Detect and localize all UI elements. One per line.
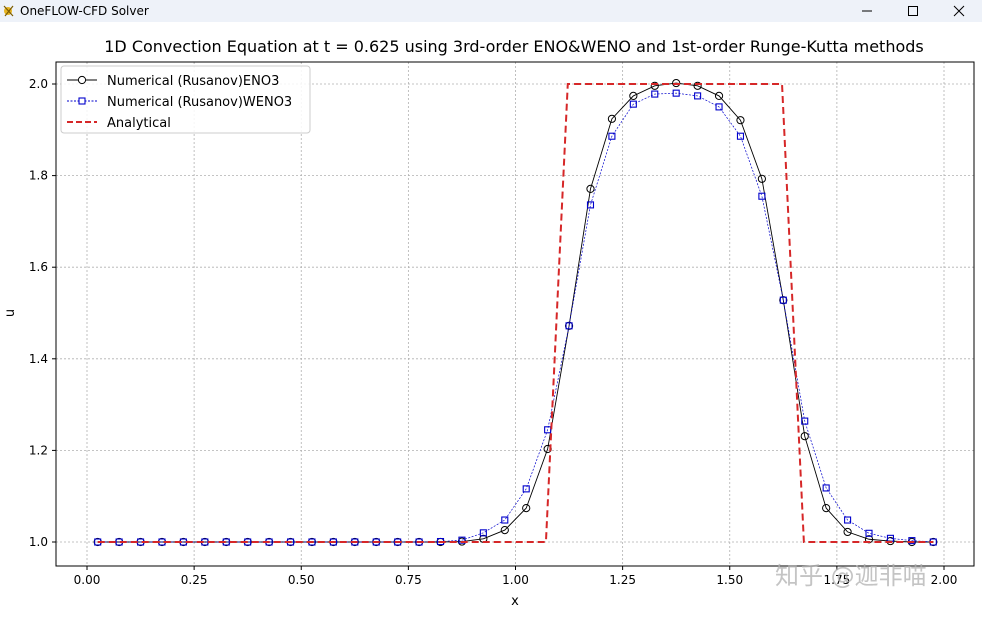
legend-box xyxy=(60,65,311,134)
data-point-square xyxy=(694,92,702,100)
y-tick-label: 2.0 xyxy=(29,77,48,91)
x-tick-label: 1.75 xyxy=(824,573,851,587)
legend-label: Numerical (Rusanov)WENO3 xyxy=(107,95,292,110)
data-point-square xyxy=(479,529,487,537)
data-point-square xyxy=(779,296,787,304)
x-axis-label: x xyxy=(511,594,519,609)
maximize-button[interactable] xyxy=(890,0,936,22)
data-point-circle xyxy=(714,91,724,101)
series-line xyxy=(97,92,934,543)
close-button[interactable] xyxy=(936,0,982,22)
legend-label: Numerical (Rusanov)ENO3 xyxy=(107,74,279,89)
series-weno3 xyxy=(94,89,937,546)
x-tick-label: 0.50 xyxy=(288,573,315,587)
data-series xyxy=(93,78,938,547)
y-axis-label: u xyxy=(3,309,18,317)
data-point-square xyxy=(544,426,552,434)
data-point-square xyxy=(736,132,745,140)
y-tick-label: 1.6 xyxy=(29,260,48,274)
data-point-square xyxy=(715,103,723,111)
window-title: OneFLOW-CFD Solver xyxy=(20,4,149,18)
data-point-circle xyxy=(629,91,638,101)
figure-canvas: 1D Convection Equation at t = 0.625 usin… xyxy=(0,22,982,615)
data-point-circle xyxy=(779,296,788,305)
y-tick-label: 1.0 xyxy=(29,535,48,549)
data-point-circle xyxy=(693,81,702,90)
data-point-circle xyxy=(586,184,595,193)
legend: Numerical (Rusanov)ENO3 Numerical (Rusano… xyxy=(60,65,311,134)
x-tick-label: 1.50 xyxy=(716,573,743,587)
legend-label: Analytical xyxy=(107,116,171,131)
data-point-square xyxy=(629,100,637,108)
data-point-square xyxy=(458,536,466,544)
x-tick-label: 0.25 xyxy=(181,573,208,587)
legend-marker-circle xyxy=(77,75,87,85)
data-point-square xyxy=(844,516,852,524)
data-point-square xyxy=(586,201,595,209)
data-point-square xyxy=(522,485,530,493)
x-tick-label: 1.00 xyxy=(502,573,529,587)
data-point-circle xyxy=(736,116,745,125)
plot-frame xyxy=(55,61,975,567)
data-point-square xyxy=(565,322,573,330)
axes: 0.00 0.25 0.50 0.75 1.00 1.25 1.50 1.75 2.00 1.0 1… xyxy=(29,61,975,587)
data-point-circle xyxy=(822,504,831,513)
data-point-circle xyxy=(500,525,509,535)
grid-lines xyxy=(56,62,974,566)
data-point-square xyxy=(801,417,809,425)
data-point-circle xyxy=(757,174,766,183)
series-line xyxy=(97,83,934,543)
series-analytical xyxy=(97,83,934,543)
series-line xyxy=(97,82,934,543)
data-point-square xyxy=(672,89,680,97)
y-tick-label: 1.4 xyxy=(29,352,48,366)
line-chart: 1D Convection Equation at t = 0.625 usin… xyxy=(3,37,975,609)
minimize-icon xyxy=(862,10,872,12)
data-point-circle xyxy=(843,527,852,537)
data-point-square xyxy=(822,484,830,492)
y-tick-label: 1.8 xyxy=(29,169,48,183)
data-point-square xyxy=(758,192,766,200)
data-point-circle xyxy=(607,114,617,123)
minimize-button[interactable] xyxy=(844,0,890,22)
data-point-circle xyxy=(800,432,809,441)
app-icon xyxy=(3,5,14,17)
x-tick-label: 2.00 xyxy=(931,573,958,587)
x-tick-label: 0.75 xyxy=(395,573,422,587)
data-point-square xyxy=(651,90,659,98)
close-icon xyxy=(953,5,965,17)
maximize-icon xyxy=(908,6,918,16)
data-point-square xyxy=(865,529,873,537)
data-point-square xyxy=(608,132,616,140)
data-point-square xyxy=(501,516,509,524)
data-point-circle xyxy=(564,321,574,330)
data-point-square xyxy=(908,537,916,545)
data-point-circle xyxy=(522,504,531,513)
window-titlebar: OneFLOW-CFD Solver xyxy=(0,0,982,22)
data-point-circle xyxy=(650,81,659,90)
y-tick-label: 1.2 xyxy=(29,443,48,457)
x-tick-label: 0.00 xyxy=(74,573,101,587)
legend-marker-square xyxy=(78,97,86,105)
chart-title: 1D Convection Equation at t = 0.625 usin… xyxy=(104,37,924,56)
x-tick-label: 1.25 xyxy=(609,573,636,587)
watermark: 知乎 @迦非喵 xyxy=(775,562,927,590)
